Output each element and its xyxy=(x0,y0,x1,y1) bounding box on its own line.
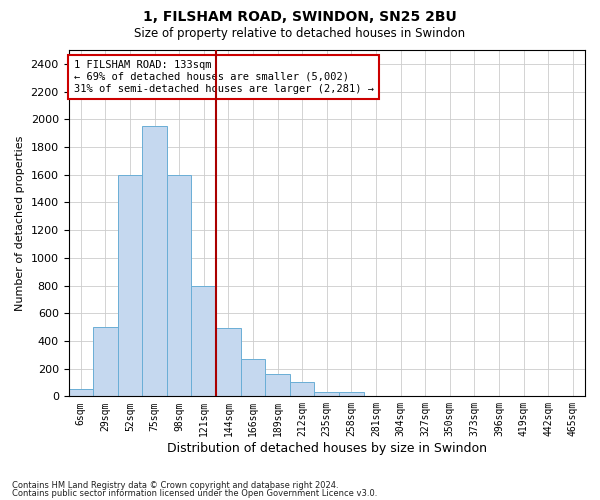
Bar xyxy=(93,327,118,396)
Text: Contains public sector information licensed under the Open Government Licence v3: Contains public sector information licen… xyxy=(12,489,377,498)
Bar xyxy=(290,382,314,396)
Bar xyxy=(118,174,142,396)
Text: 1 FILSHAM ROAD: 133sqm
← 69% of detached houses are smaller (5,002)
31% of semi-: 1 FILSHAM ROAD: 133sqm ← 69% of detached… xyxy=(74,60,374,94)
Bar xyxy=(314,392,339,396)
Text: Contains HM Land Registry data © Crown copyright and database right 2024.: Contains HM Land Registry data © Crown c… xyxy=(12,480,338,490)
Bar xyxy=(339,392,364,396)
Bar xyxy=(142,126,167,396)
Bar xyxy=(241,359,265,397)
Bar xyxy=(216,328,241,396)
Y-axis label: Number of detached properties: Number of detached properties xyxy=(15,136,25,311)
Text: 1, FILSHAM ROAD, SWINDON, SN25 2BU: 1, FILSHAM ROAD, SWINDON, SN25 2BU xyxy=(143,10,457,24)
Bar xyxy=(68,390,93,396)
Bar xyxy=(265,374,290,396)
X-axis label: Distribution of detached houses by size in Swindon: Distribution of detached houses by size … xyxy=(167,442,487,455)
Bar xyxy=(167,174,191,396)
Text: Size of property relative to detached houses in Swindon: Size of property relative to detached ho… xyxy=(134,28,466,40)
Bar xyxy=(191,286,216,397)
